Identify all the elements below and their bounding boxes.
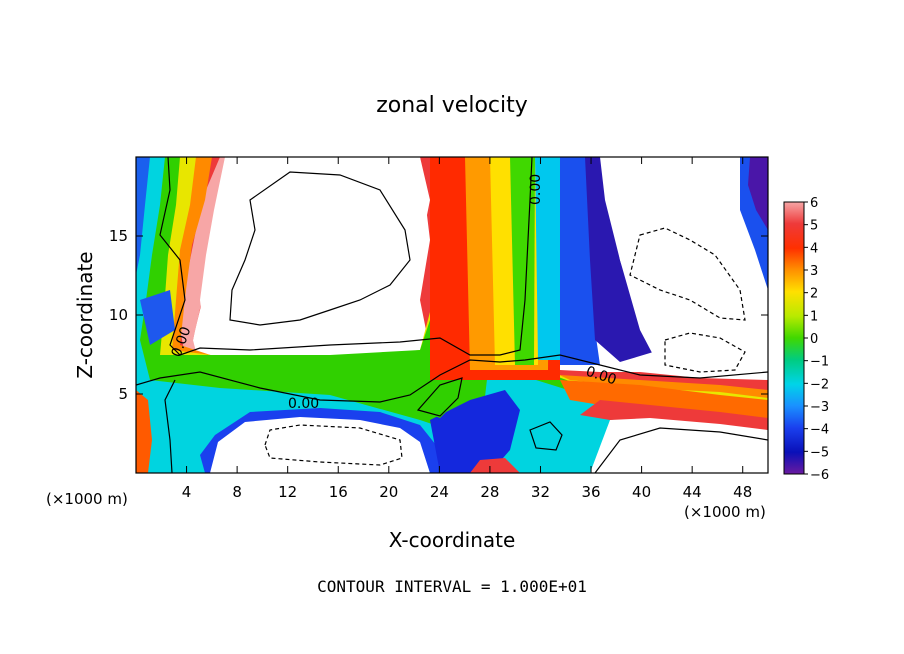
field-left-edge-red — [136, 390, 152, 473]
x-tick-label: 40 — [632, 483, 651, 501]
field-blue-lower — [140, 290, 175, 345]
contour-upper-hole — [229, 171, 411, 326]
field-left-cyan — [136, 157, 768, 473]
contour-zero-vertical — [164, 379, 176, 473]
x-tick-label: 28 — [480, 483, 499, 501]
x-tick-label: 48 — [733, 483, 752, 501]
x-tick-label: 16 — [329, 483, 348, 501]
colorbar-tick-label: −6 — [810, 468, 829, 483]
y-tick-label: 10 — [109, 306, 128, 324]
chart-title: zonal velocity — [376, 93, 528, 118]
contour-label-lower: 0.00 — [288, 396, 319, 412]
colorbar-tick-label: 3 — [810, 264, 818, 279]
x-unit-label: (×1000 m) — [684, 503, 766, 521]
y-axis: 5 10 15 — [109, 227, 768, 403]
field-green-spot — [420, 380, 462, 418]
y-tick-label: 15 — [109, 227, 128, 245]
contour-zero-lower — [136, 354, 768, 403]
field-left-blue — [136, 157, 150, 275]
colorbar-tick-label: −4 — [810, 423, 829, 438]
x-tick-label: 12 — [278, 483, 297, 501]
colorbar-tick-label: −2 — [810, 377, 829, 392]
colorbar-tick-label: −3 — [810, 400, 829, 415]
colorbar-tick-label: 0 — [810, 332, 818, 347]
y-tick-label: 5 — [118, 385, 128, 403]
field-right-lower-white — [590, 415, 768, 473]
field-upper-white — [200, 157, 430, 348]
field-right-purple-edge — [748, 157, 768, 230]
contour-dashed-right-upper — [629, 227, 746, 321]
x-tick-label: 24 — [430, 483, 449, 501]
contours — [136, 157, 768, 473]
contour-interval-label: CONTOUR INTERVAL = 1.000E+01 — [317, 577, 587, 596]
colorbar-tick-label: −1 — [810, 355, 829, 370]
z-unit-label: (×1000 m) — [46, 490, 128, 508]
field-central-green — [510, 157, 535, 365]
field-central-purple — [585, 157, 660, 362]
contour-right-spot — [529, 421, 563, 451]
x-tick-label: 32 — [531, 483, 550, 501]
colorbar-tick-label: 2 — [810, 287, 818, 302]
field-right-warm — [560, 380, 768, 420]
contour-right-lower — [594, 427, 768, 473]
x-tick-label: 4 — [182, 483, 192, 501]
plot-field — [136, 157, 768, 473]
colorbar-tick-label: 6 — [810, 196, 818, 211]
field-blue-plume — [430, 390, 520, 473]
x-tick-label: 44 — [683, 483, 702, 501]
colorbar-fill — [783, 201, 805, 475]
contour-dashed-right-lower — [664, 332, 746, 373]
contour-dashed-lower — [264, 424, 403, 466]
colorbar-tick-label: 4 — [810, 241, 818, 256]
contour-green-spot — [416, 377, 463, 417]
colorbar-tick-label: −5 — [810, 445, 829, 460]
colorbar-ticks: 6 5 4 3 2 1 0 −1 −2 −3 −4 −5 −6 — [804, 196, 829, 483]
colorbar-tick-label: 1 — [810, 309, 818, 324]
contour-label-center: 0.00 — [528, 174, 544, 205]
field-red-spot — [470, 458, 520, 473]
contour-zero-left — [159, 157, 533, 356]
x-tick-label: 8 — [232, 483, 242, 501]
field-right-red-strip — [580, 400, 768, 430]
x-tick-label: 36 — [581, 483, 600, 501]
x-tick-label: 20 — [379, 483, 398, 501]
x-axis-label: X-coordinate — [389, 528, 516, 552]
y-axis-label: Z-coordinate — [73, 251, 97, 378]
field-central-cyan — [535, 157, 560, 360]
field-lower-white — [205, 415, 430, 473]
x-axis: 4 8 12 16 20 24 28 32 36 40 44 48 — [182, 157, 752, 501]
colorbar-tick-label: 5 — [810, 219, 818, 234]
colorbar: 6 5 4 3 2 1 0 −1 −2 −3 −4 −5 −6 — [783, 196, 829, 483]
